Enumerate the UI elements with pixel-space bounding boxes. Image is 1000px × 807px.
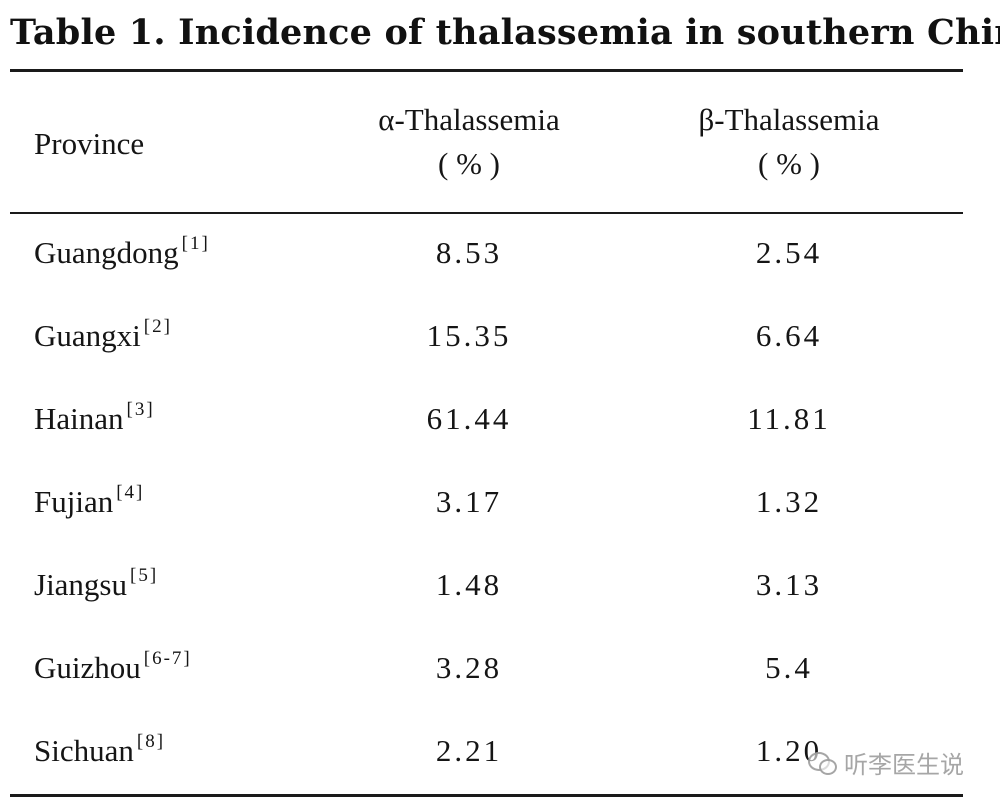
wechat-icon bbox=[808, 751, 837, 775]
reference-marker: [1] bbox=[181, 233, 210, 254]
province-name: Fujian bbox=[34, 484, 114, 519]
table-row-province: Jiangsu [5] bbox=[34, 565, 159, 603]
table-title: Table 1. Incidence of thalassemia in sou… bbox=[10, 12, 1000, 53]
beta-value: 11.81 bbox=[747, 401, 831, 436]
table-row-province: Guizhou [6-7] bbox=[34, 648, 192, 686]
watermark: 听李医生说 bbox=[808, 745, 964, 780]
province-name: Hainan bbox=[34, 401, 124, 436]
table-row-province: Sichuan [8] bbox=[34, 731, 166, 769]
alpha-value: 1.48 bbox=[435, 567, 503, 602]
beta-value: 3.13 bbox=[755, 567, 823, 602]
province-name: Guizhou bbox=[34, 650, 141, 685]
reference-marker: [6-7] bbox=[143, 648, 192, 669]
beta-value: 5.4 bbox=[765, 650, 813, 685]
header-beta-thalassemia: β-Thalassemia ( % ) bbox=[639, 98, 939, 186]
header-alpha-unit: ( % ) bbox=[438, 146, 500, 181]
header-province: Province bbox=[34, 126, 145, 161]
province-name: Sichuan bbox=[34, 733, 134, 768]
header-beta-unit: ( % ) bbox=[758, 146, 820, 181]
reference-marker: [4] bbox=[116, 482, 145, 503]
alpha-value: 3.17 bbox=[435, 484, 503, 519]
alpha-value: 15.35 bbox=[426, 318, 512, 353]
alpha-value: 3.28 bbox=[435, 650, 503, 685]
bottom-rule bbox=[10, 794, 963, 797]
beta-value: 2.54 bbox=[755, 235, 823, 270]
beta-value: 6.64 bbox=[755, 318, 823, 353]
reference-marker: [8] bbox=[136, 731, 166, 752]
alpha-value: 2.21 bbox=[435, 733, 503, 768]
watermark-text: 听李医生说 bbox=[844, 751, 964, 779]
header-alpha-thalassemia: α-Thalassemia ( % ) bbox=[319, 98, 619, 186]
table-row-province: Guangdong [1] bbox=[34, 233, 210, 271]
alpha-value: 61.44 bbox=[426, 401, 512, 436]
table-row-province: Guangxi [2] bbox=[34, 316, 172, 354]
beta-value: 1.32 bbox=[755, 484, 823, 519]
header-beta-label: β-Thalassemia bbox=[698, 102, 880, 137]
top-rule bbox=[10, 69, 963, 72]
province-name: Guangdong bbox=[34, 235, 179, 270]
alpha-value: 8.53 bbox=[435, 235, 503, 270]
reference-marker: [3] bbox=[126, 399, 155, 420]
reference-marker: [5] bbox=[130, 565, 159, 586]
table-row-province: Fujian [4] bbox=[34, 482, 145, 520]
header-alpha-label: α-Thalassemia bbox=[378, 102, 560, 137]
province-name: Jiangsu bbox=[34, 567, 127, 602]
header-rule bbox=[10, 212, 963, 214]
table-row-province: Hainan [3] bbox=[34, 399, 155, 437]
reference-marker: [2] bbox=[143, 316, 172, 337]
province-name: Guangxi bbox=[34, 318, 141, 353]
